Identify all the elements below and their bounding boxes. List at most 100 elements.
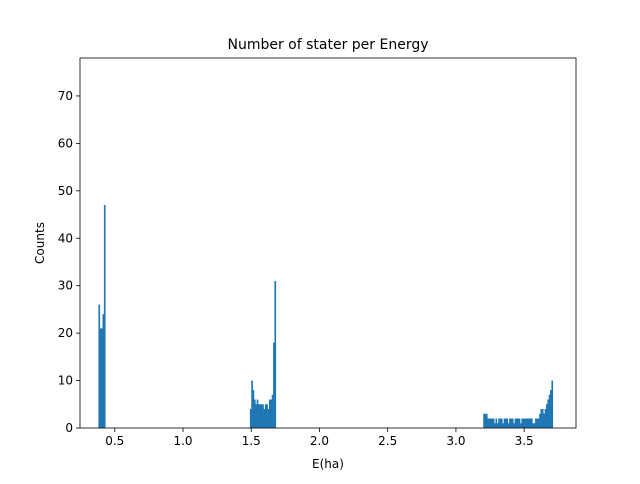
y-tick-label: 20 xyxy=(58,326,73,340)
histogram-bar xyxy=(513,423,515,428)
y-tick-label: 50 xyxy=(58,184,73,198)
x-tick-label: 0.5 xyxy=(105,434,124,448)
histogram-bar xyxy=(274,280,277,428)
histogram-bar xyxy=(510,418,513,428)
axes-frame xyxy=(79,57,577,429)
histogram-bar xyxy=(99,328,102,428)
histogram-bar xyxy=(255,404,257,428)
histogram-bar xyxy=(500,418,503,428)
histogram-bar xyxy=(271,394,274,428)
y-axis-label: Counts xyxy=(33,222,47,264)
y-tick-label: 70 xyxy=(58,89,73,103)
histogram-bar xyxy=(495,418,498,428)
histogram-bar xyxy=(524,418,526,428)
x-tick-label: 1.0 xyxy=(173,434,192,448)
histogram-bar xyxy=(536,418,539,428)
x-tick-label: 3.5 xyxy=(515,434,534,448)
chart-title: Number of stater per Energy xyxy=(227,37,428,53)
histogram-bar xyxy=(543,413,545,428)
histogram-bar xyxy=(494,423,496,428)
histogram-bar xyxy=(484,413,487,428)
histogram-bar xyxy=(506,418,509,428)
histogram-bar xyxy=(515,418,518,428)
y-tick-label: 60 xyxy=(58,136,73,150)
histogram-bar xyxy=(268,399,271,428)
histogram-bar xyxy=(487,418,489,428)
histogram-bar xyxy=(496,423,499,428)
histogram-bar xyxy=(537,418,540,428)
histogram-bar xyxy=(507,423,510,428)
x-axis-ticks: 0.5 1.0 1.5 2.0 2.5 3.0 3.5 xyxy=(105,428,534,448)
histogram-bar xyxy=(550,390,552,428)
histogram-bar xyxy=(518,418,521,428)
histogram-bar xyxy=(522,418,525,428)
histogram-bar xyxy=(498,418,500,428)
histogram-bar xyxy=(526,418,529,428)
histogram-bar xyxy=(511,418,514,428)
y-tick-label: 10 xyxy=(58,374,73,388)
histogram-bar xyxy=(266,404,268,428)
histogram-bar xyxy=(539,413,541,428)
y-tick-label: 0 xyxy=(65,421,73,435)
histogram-bar xyxy=(264,404,267,428)
histogram-bar xyxy=(547,399,550,428)
histogram-bar xyxy=(260,404,263,428)
histogram-bar xyxy=(273,342,275,428)
histogram-bar xyxy=(548,394,551,428)
histogram-bar xyxy=(505,418,507,428)
y-tick-label: 40 xyxy=(58,231,73,245)
histogram-bar xyxy=(521,418,524,428)
histogram-bar xyxy=(541,409,544,428)
histogram-bar xyxy=(249,409,252,428)
histogram-bar xyxy=(525,418,528,428)
x-tick-label: 1.5 xyxy=(242,434,261,448)
histogram-bar xyxy=(270,399,273,428)
histogram-bar xyxy=(499,418,502,428)
histogram-bar xyxy=(262,404,264,428)
histogram-bar xyxy=(252,390,255,428)
histogram-bar xyxy=(503,418,506,428)
histogram-bar xyxy=(535,418,537,428)
y-tick-label: 30 xyxy=(58,279,73,293)
x-tick-label: 3.0 xyxy=(446,434,465,448)
histogram-bar xyxy=(520,423,522,428)
histogram-bar xyxy=(540,409,543,428)
histogram-bar xyxy=(98,304,101,428)
histogram-bar xyxy=(263,409,266,428)
histogram-bar xyxy=(514,418,517,428)
histogram-bar xyxy=(103,205,106,428)
histogram-bar xyxy=(253,399,256,428)
x-tick-label: 2.0 xyxy=(310,434,329,448)
histogram-bar xyxy=(530,418,533,428)
histogram-bar xyxy=(483,413,485,428)
histogram-bar xyxy=(528,418,530,428)
bars-group xyxy=(98,205,554,428)
histogram-bar xyxy=(488,418,491,428)
y-axis-ticks: 0 10 20 30 40 50 60 70 xyxy=(58,89,80,435)
histogram-bar xyxy=(490,418,492,428)
histogram-bar xyxy=(533,423,536,428)
x-axis-label: E(ha) xyxy=(312,457,344,471)
histogram-bar xyxy=(517,418,519,428)
histogram-bar xyxy=(485,413,488,428)
histogram-bar xyxy=(256,399,259,428)
histogram-bar xyxy=(545,404,548,428)
histogram-bar xyxy=(267,409,270,428)
histogram-bar xyxy=(259,404,262,428)
histogram-bar xyxy=(529,418,532,428)
x-tick-label: 2.5 xyxy=(378,434,397,448)
histogram-bar xyxy=(251,380,253,428)
histogram-bar xyxy=(544,409,547,428)
histogram-bar xyxy=(102,314,105,428)
plot-area xyxy=(80,58,576,428)
histogram-bar xyxy=(551,380,554,428)
histogram-bar xyxy=(101,328,103,428)
histogram-bar xyxy=(491,418,494,428)
histogram-bar xyxy=(258,404,260,428)
histogram-bar xyxy=(492,418,495,428)
histogram-bar xyxy=(532,423,534,428)
histogram-bar xyxy=(502,423,504,428)
histogram-bar xyxy=(509,418,511,428)
